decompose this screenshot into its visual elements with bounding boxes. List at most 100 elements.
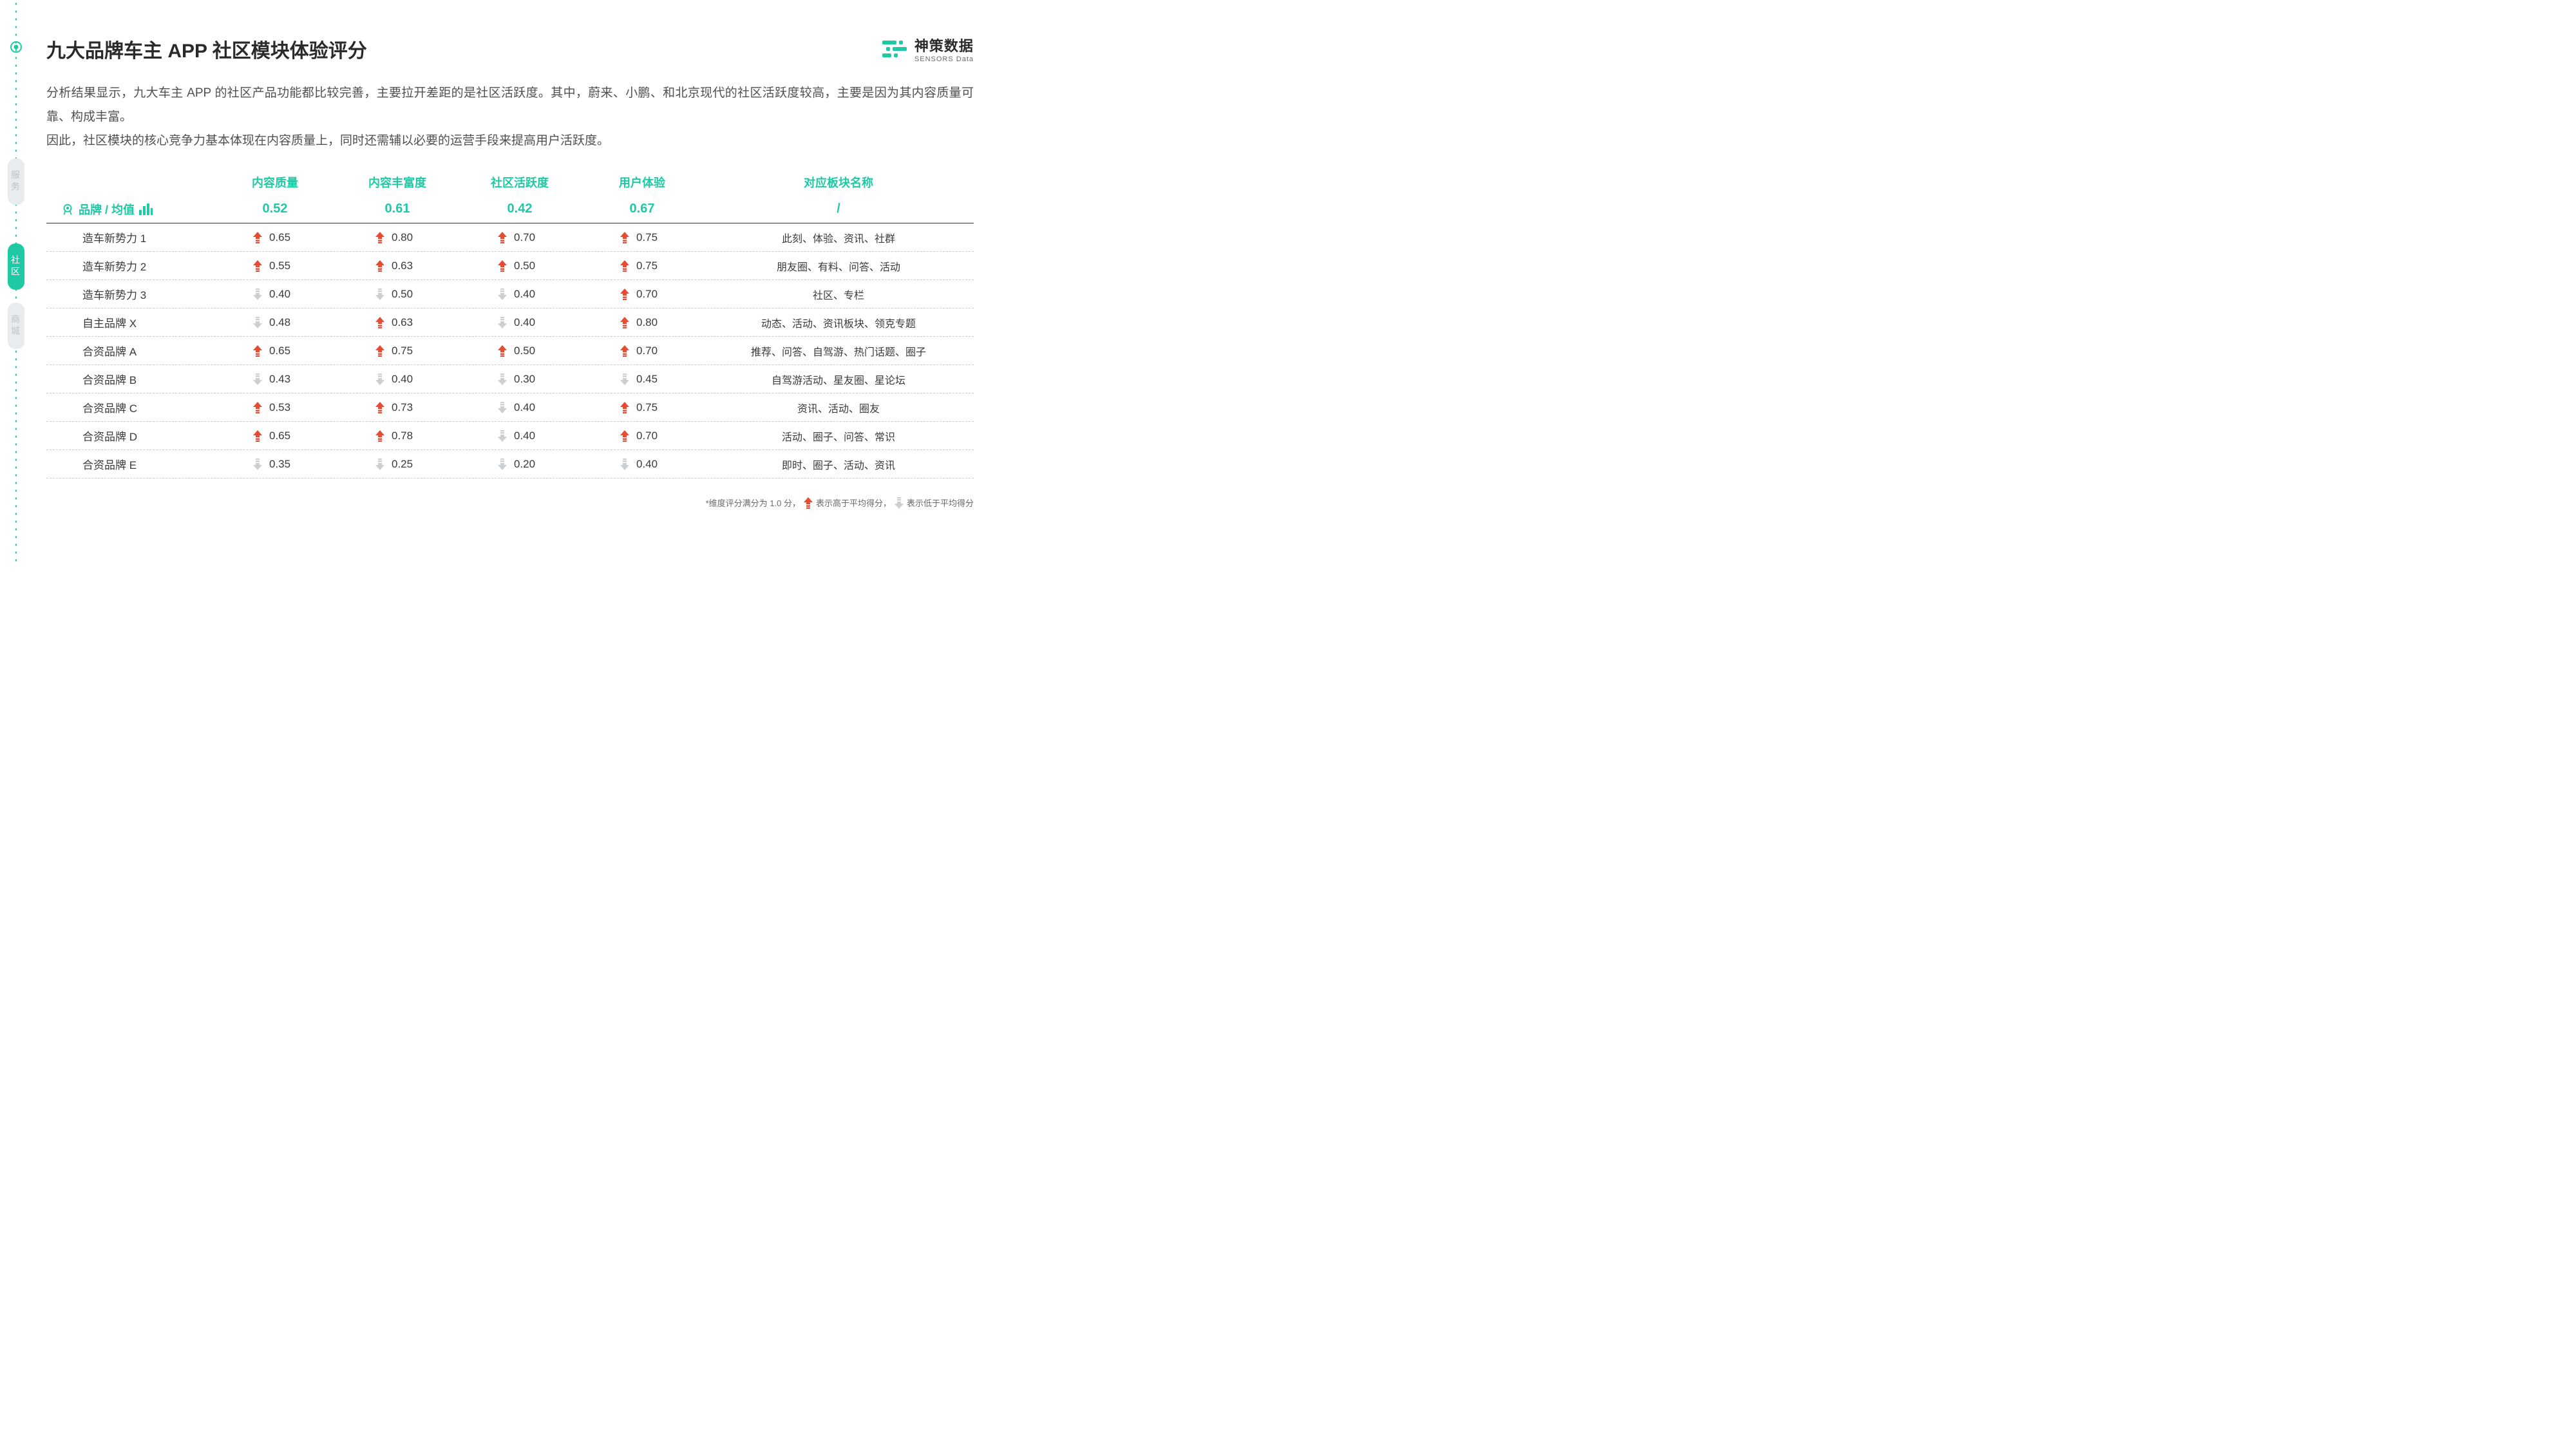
desc-line-1: 分析结果显示，九大车主 APP 的社区产品功能都比较完善，主要拉开差距的是社区活… — [46, 86, 974, 124]
arrow-down-icon — [620, 459, 630, 470]
arrow-up-icon — [375, 260, 385, 272]
arrow-up-icon — [620, 232, 630, 243]
value-number: 0.75 — [636, 401, 665, 414]
table-row: 合资品牌 A0.650.750.500.70推荐、问答、自驾游、热门话题、圈子 — [46, 337, 974, 365]
table-row: 合资品牌 E0.350.250.200.40即时、圈子、活动、资讯 — [46, 450, 974, 478]
arrow-up-icon — [803, 497, 813, 509]
arrow-down-icon — [375, 459, 385, 470]
footnote-dn-text: 表示低于平均得分 — [907, 497, 974, 509]
brand-cell: 自主品牌 X — [46, 314, 214, 330]
avg-2: 0.61 — [336, 202, 459, 216]
value-cell: 0.80 — [581, 316, 703, 329]
value-cell: 0.35 — [214, 458, 336, 471]
arrow-up-icon — [252, 260, 263, 272]
bars-icon — [138, 204, 153, 215]
side-tab[interactable]: 服务 — [8, 158, 24, 205]
value-number: 0.70 — [514, 231, 542, 244]
value-number: 0.40 — [514, 316, 542, 329]
arrow-up-icon — [620, 289, 630, 300]
brand-header-text: 品牌 / 均值 — [79, 201, 135, 218]
sections-cell: 朋友圈、有料、问答、活动 — [703, 258, 974, 274]
value-number: 0.50 — [514, 345, 542, 357]
sections-cell: 活动、圈子、问答、常识 — [703, 428, 974, 444]
score-table: 内容质量 内容丰富度 社区活跃度 用户体验 对应板块名称 品牌 / 均值 0.5… — [46, 169, 974, 478]
table-header-row: 内容质量 内容丰富度 社区活跃度 用户体验 对应板块名称 — [46, 169, 974, 195]
value-cell: 0.48 — [214, 316, 336, 329]
avg-1: 0.52 — [214, 202, 336, 216]
desc-line-2: 因此，社区模块的核心竞争力基本体现在内容质量上，同时还需辅以必要的运营手段来提高… — [46, 134, 609, 147]
sections-cell: 即时、圈子、活动、资讯 — [703, 457, 974, 472]
value-number: 0.40 — [269, 288, 298, 301]
value-number: 0.55 — [269, 260, 298, 272]
col-header-3: 社区活跃度 — [459, 174, 581, 191]
value-number: 0.35 — [269, 458, 298, 471]
value-number: 0.63 — [392, 316, 420, 329]
value-number: 0.20 — [514, 458, 542, 471]
value-cell: 0.30 — [459, 373, 581, 386]
brand-avg-label: 品牌 / 均值 — [46, 201, 214, 218]
value-cell: 0.75 — [336, 345, 459, 357]
avg-5: / — [703, 202, 974, 216]
page-title: 九大品牌车主 APP 社区模块体验评分 — [46, 35, 974, 63]
value-cell: 0.65 — [214, 345, 336, 357]
value-number: 0.48 — [269, 316, 298, 329]
brand-cell: 造车新势力 1 — [46, 229, 214, 245]
description: 分析结果显示，九大车主 APP 的社区产品功能都比较完善，主要拉开差距的是社区活… — [46, 81, 974, 153]
value-cell: 0.40 — [214, 288, 336, 301]
value-number: 0.70 — [636, 345, 665, 357]
value-cell: 0.40 — [336, 373, 459, 386]
avg-3: 0.42 — [459, 202, 581, 216]
value-cell: 0.55 — [214, 260, 336, 272]
value-cell: 0.73 — [336, 401, 459, 414]
value-number: 0.25 — [392, 458, 420, 471]
value-number: 0.73 — [392, 401, 420, 414]
arrow-up-icon — [252, 232, 263, 243]
bullseye-icon — [10, 41, 22, 53]
value-cell: 0.53 — [214, 401, 336, 414]
value-cell: 0.75 — [581, 401, 703, 414]
table-row: 合资品牌 C0.530.730.400.75资讯、活动、圈友 — [46, 393, 974, 422]
table-row: 合资品牌 B 0.43 0.40 0.30 0.45 自驾游活动、星友圈、星论坛 — [46, 365, 974, 393]
arrow-up-icon — [620, 260, 630, 272]
arrow-down-icon — [497, 374, 507, 385]
medal-icon — [61, 202, 75, 216]
value-number: 0.43 — [269, 373, 298, 386]
arrow-up-icon — [375, 317, 385, 328]
arrow-down-icon — [497, 289, 507, 300]
side-tab[interactable]: 商城 — [8, 303, 24, 349]
footnote: *维度评分满分为 1.0 分， 表示高于平均得分， 表示低于平均得分 — [46, 497, 974, 509]
value-number: 0.80 — [636, 316, 665, 329]
col-header-2: 内容丰富度 — [336, 174, 459, 191]
sections-cell: 推荐、问答、自驾游、热门话题、圈子 — [703, 343, 974, 359]
value-number: 0.40 — [514, 288, 542, 301]
value-number: 0.30 — [514, 373, 542, 386]
value-number: 0.45 — [636, 373, 665, 386]
arrow-down-icon — [894, 497, 904, 509]
value-number: 0.40 — [514, 430, 542, 442]
sections-cell: 自驾游活动、星友圈、星论坛 — [703, 372, 974, 387]
arrow-down-icon — [252, 289, 263, 300]
side-tab[interactable]: 社区 — [8, 243, 24, 290]
arrow-up-icon — [252, 430, 263, 442]
table-row: 自主品牌 X0.480.630.400.80动态、活动、资讯板块、领克专题 — [46, 308, 974, 337]
arrow-up-icon — [620, 317, 630, 328]
value-cell: 0.40 — [459, 401, 581, 414]
brand-cell: 造车新势力 2 — [46, 258, 214, 274]
value-number: 0.40 — [392, 373, 420, 386]
value-cell: 0.80 — [336, 231, 459, 244]
value-number: 0.53 — [269, 401, 298, 414]
arrow-up-icon — [497, 260, 507, 272]
brand-cell: 合资品牌 B — [46, 371, 214, 387]
value-number: 0.70 — [636, 288, 665, 301]
value-number: 0.50 — [514, 260, 542, 272]
value-cell: 0.70 — [581, 430, 703, 442]
arrow-down-icon — [497, 402, 507, 413]
value-cell: 0.65 — [214, 430, 336, 442]
value-cell: 0.63 — [336, 316, 459, 329]
value-number: 0.80 — [392, 231, 420, 244]
arrow-up-icon — [375, 345, 385, 357]
arrow-down-icon — [252, 459, 263, 470]
value-cell: 0.63 — [336, 260, 459, 272]
table-row: 合资品牌 D0.650.780.400.70活动、圈子、问答、常识 — [46, 422, 974, 450]
value-cell: 0.70 — [581, 288, 703, 301]
